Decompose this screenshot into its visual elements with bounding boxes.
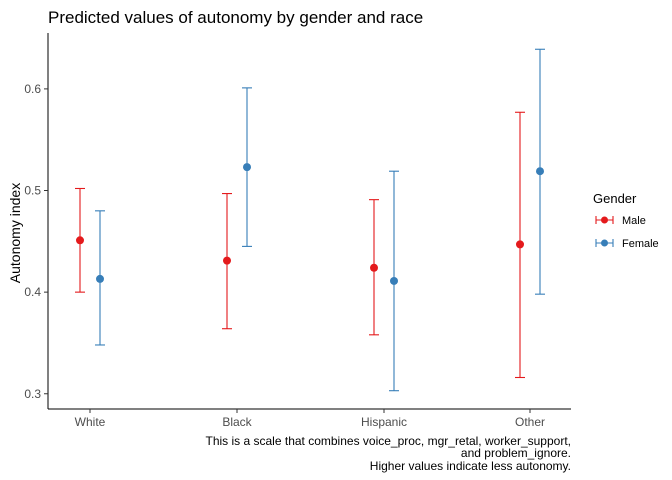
legend-key-point [601,239,608,247]
x-tick-label: Other [515,415,545,429]
data-point [390,276,398,285]
y-tick-label: 0.4 [24,285,41,299]
data-point [96,274,104,283]
legend-key-point [601,216,608,224]
data-point [223,256,231,265]
caption-line: and problem_ignore. [461,446,571,460]
error-bar-female-white [95,210,105,346]
legend-item-female: Female [595,238,659,250]
data-marks [75,48,545,392]
legend-label: Male [622,215,646,227]
chart-title: Predicted values of autonomy by gender a… [48,8,423,27]
caption: This is a scale that combines voice_proc… [206,434,572,473]
error-bar-female-hispanic [389,170,399,392]
error-bar-male-other [515,111,525,379]
data-point [243,163,251,172]
caption-line: Higher values indicate less autonomy. [370,459,571,473]
error-bar-female-black [242,87,252,247]
legend-title: Gender [593,191,637,206]
error-bar-female-other [535,48,545,295]
data-point [76,236,84,245]
y-tick-label: 0.5 [24,184,41,198]
x-tick-label: Hispanic [361,415,407,429]
data-point [516,240,524,249]
plot-area: 0.3 0.4 0.5 0.6 White Black Hispanic Other [24,33,571,429]
y-axis-label: Autonomy index [7,183,23,283]
caption-line: This is a scale that combines voice_proc… [206,434,572,448]
data-point [536,167,544,176]
x-tick-label: White [75,415,106,429]
y-tick-label: 0.6 [24,82,41,96]
x-ticks: White Black Hispanic Other [75,409,545,429]
x-tick-label: Black [222,415,252,429]
legend-item-male: Male [595,215,646,227]
legend-items: Male Female [595,215,659,250]
error-bar-male-hispanic [369,199,379,336]
error-bar-male-black [222,193,232,330]
error-bar-male-white [75,187,85,293]
legend: Gender Male Female [593,191,659,250]
y-ticks: 0.3 0.4 0.5 0.6 [24,82,48,401]
y-tick-label: 0.3 [24,387,41,401]
data-point [370,263,378,272]
legend-label: Female [622,238,659,250]
